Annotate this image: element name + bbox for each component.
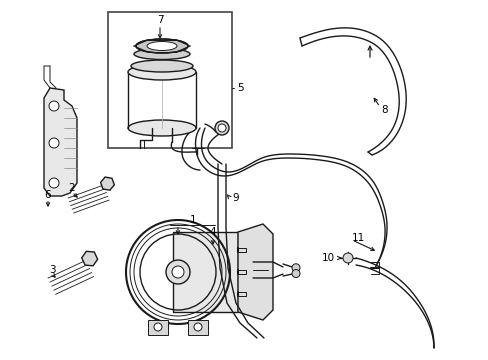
Text: 4: 4 [209, 227, 216, 237]
Circle shape [291, 270, 299, 278]
Circle shape [154, 323, 162, 331]
Circle shape [291, 264, 299, 272]
Bar [108, 12, 231, 148]
Text: 6: 6 [44, 190, 51, 200]
Circle shape [49, 138, 59, 148]
Text: 1: 1 [189, 215, 196, 225]
Text: 3: 3 [49, 265, 55, 275]
Text: 10: 10 [321, 253, 334, 263]
Text: 11: 11 [351, 233, 364, 243]
Text: 8: 8 [381, 105, 387, 115]
Text: 7: 7 [156, 15, 163, 25]
Text: 9: 9 [232, 193, 239, 203]
Ellipse shape [134, 49, 190, 59]
Text: 2: 2 [68, 183, 75, 193]
Circle shape [342, 253, 352, 263]
Ellipse shape [131, 60, 193, 72]
Text: 5: 5 [236, 83, 243, 93]
Ellipse shape [128, 120, 196, 136]
Bar [148, 320, 168, 335]
Ellipse shape [147, 41, 177, 50]
Circle shape [218, 124, 225, 132]
Polygon shape [44, 88, 77, 196]
Circle shape [172, 266, 183, 278]
Circle shape [165, 260, 190, 284]
Bar [173, 232, 238, 312]
Circle shape [49, 178, 59, 188]
Circle shape [194, 323, 202, 331]
Circle shape [49, 101, 59, 111]
Circle shape [215, 121, 228, 135]
Ellipse shape [128, 64, 196, 80]
Bar [187, 320, 207, 335]
Ellipse shape [136, 39, 187, 53]
Polygon shape [238, 224, 272, 320]
